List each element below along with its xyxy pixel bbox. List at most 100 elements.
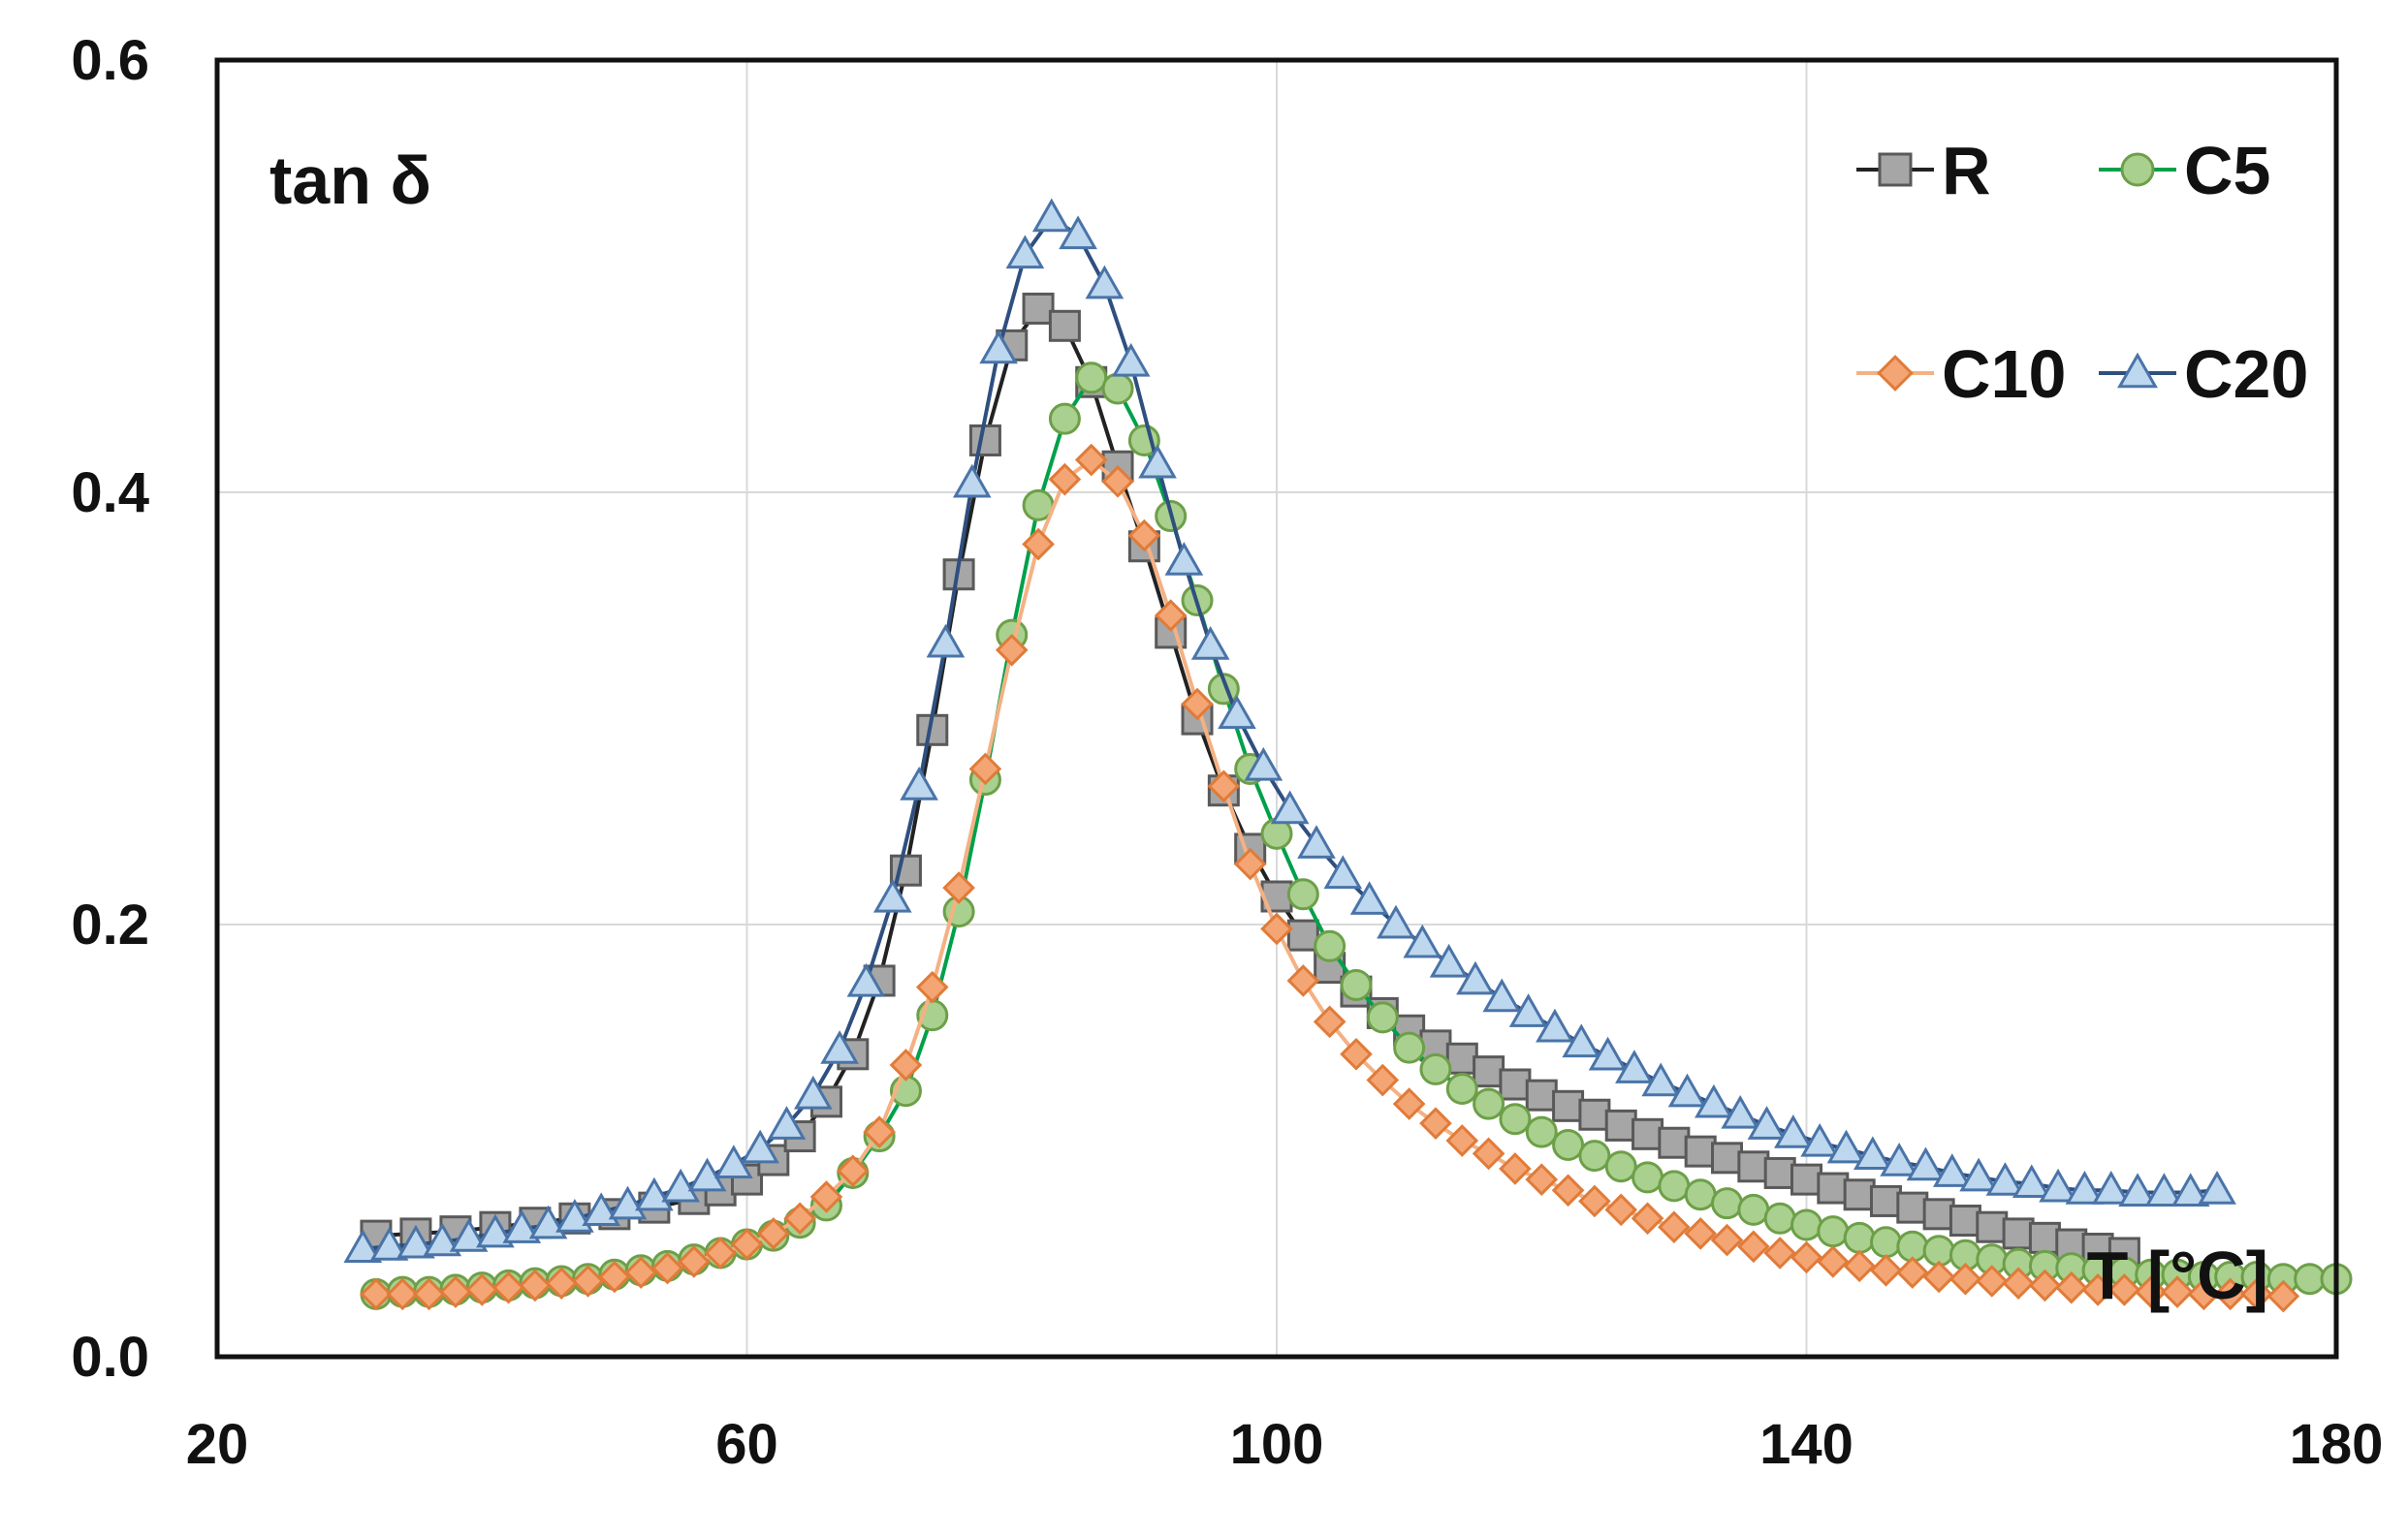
data-point-c20 xyxy=(1190,626,1230,660)
y-axis-label: tan δ xyxy=(269,142,431,218)
data-point-c20 xyxy=(555,1199,594,1233)
data-point-c10 xyxy=(2213,1277,2247,1311)
data-point-c10 xyxy=(1392,1087,1426,1120)
data-point-c10 xyxy=(1419,1107,1452,1140)
data-point-c20 xyxy=(1615,1050,1654,1083)
data-point-c10 xyxy=(1843,1249,1876,1283)
data-point-r xyxy=(1445,1042,1478,1075)
data-point-c20 xyxy=(741,1129,779,1164)
data-point-c20 xyxy=(1508,993,1548,1027)
data-point-c20 xyxy=(2039,1168,2077,1203)
data-point-c10 xyxy=(1684,1217,1718,1250)
data-point-c5 xyxy=(1048,402,1081,435)
data-point-c20 xyxy=(1138,444,1177,479)
data-point-c10 xyxy=(915,970,949,1004)
data-point-c10 xyxy=(2187,1277,2221,1311)
data-point-c10 xyxy=(1286,964,1320,997)
data-point-c5 xyxy=(1684,1178,1717,1211)
data-point-c20 xyxy=(1667,1073,1707,1108)
data-point-c20 xyxy=(1932,1153,1972,1187)
data-point-c10 xyxy=(1763,1237,1796,1270)
data-point-c20 xyxy=(1349,881,1389,915)
data-point-c20 xyxy=(2144,1173,2184,1207)
data-point-c10 xyxy=(1658,1210,1691,1244)
data-point-c10 xyxy=(598,1260,631,1294)
data-point-c20 xyxy=(926,623,966,658)
legend-marker-c10 xyxy=(1877,355,1914,392)
data-point-c20 xyxy=(1164,542,1204,576)
data-point-r xyxy=(1473,1055,1505,1088)
data-point-c10 xyxy=(1817,1245,1850,1278)
data-point-c10 xyxy=(863,1115,896,1148)
data-point-c10 xyxy=(439,1275,472,1308)
data-point-r xyxy=(1711,1142,1744,1175)
data-point-r xyxy=(1048,309,1081,342)
data-point-c5 xyxy=(1419,1052,1452,1085)
data-point-c20 xyxy=(1244,746,1283,781)
data-point-r xyxy=(1552,1089,1585,1122)
data-point-c10 xyxy=(1260,912,1293,946)
series-c10 xyxy=(360,443,2300,1313)
data-point-c10 xyxy=(360,1277,393,1311)
data-point-c10 xyxy=(624,1256,658,1289)
data-point-c5 xyxy=(1552,1128,1585,1161)
data-point-c5 xyxy=(1393,1031,1426,1064)
data-point-c5 xyxy=(1817,1215,1850,1248)
data-point-c5 xyxy=(1632,1161,1664,1194)
data-point-c5 xyxy=(1843,1221,1876,1254)
data-point-c20 xyxy=(1323,855,1363,890)
data-point-c20 xyxy=(979,329,1018,364)
data-point-c10 xyxy=(1472,1137,1505,1171)
data-point-c5 xyxy=(1101,372,1134,405)
legend-item-r: R xyxy=(1856,133,1991,208)
data-point-c20 xyxy=(1456,960,1495,995)
data-point-c20 xyxy=(1270,790,1310,825)
data-point-c20 xyxy=(1536,1008,1574,1043)
data-point-c5 xyxy=(1340,968,1373,1001)
data-point-c10 xyxy=(1525,1163,1559,1196)
data-point-c20 xyxy=(582,1192,621,1227)
data-point-r xyxy=(1737,1150,1770,1183)
data-point-c5 xyxy=(1314,929,1347,962)
data-point-r xyxy=(1499,1068,1532,1101)
data-point-c20 xyxy=(1085,265,1125,299)
x-tick-label: 140 xyxy=(1759,1413,1854,1476)
data-point-c20 xyxy=(1906,1146,1946,1181)
x-tick-label: 60 xyxy=(715,1413,778,1476)
data-point-c10 xyxy=(1737,1230,1770,1264)
data-point-c10 xyxy=(1790,1240,1823,1274)
data-point-c5 xyxy=(1445,1072,1478,1105)
data-point-c10 xyxy=(1340,1037,1373,1071)
data-point-c10 xyxy=(1048,462,1082,496)
data-point-c20 xyxy=(1377,904,1415,939)
data-point-c20 xyxy=(1031,198,1071,233)
data-point-c10 xyxy=(1101,465,1134,498)
legend-marker-c20 xyxy=(2117,352,2158,389)
y-tick-label: 0.4 xyxy=(71,461,149,524)
data-point-c10 xyxy=(1499,1152,1532,1185)
data-point-c20 xyxy=(767,1106,807,1140)
data-point-c20 xyxy=(1429,943,1469,978)
data-point-c5 xyxy=(1790,1208,1822,1241)
legend-item-c20: C20 xyxy=(2099,336,2308,412)
data-point-c20 xyxy=(1403,924,1442,958)
data-point-c20 xyxy=(1985,1162,2025,1196)
data-point-c20 xyxy=(396,1224,435,1259)
data-point-c10 xyxy=(1154,599,1188,632)
data-point-r xyxy=(1976,1210,2009,1243)
data-point-c20 xyxy=(820,1030,859,1064)
x-tick-label: 20 xyxy=(186,1413,249,1476)
data-point-c20 xyxy=(1853,1136,1892,1171)
data-point-c20 xyxy=(1562,1023,1601,1058)
data-point-c10 xyxy=(809,1180,843,1213)
data-point-c10 xyxy=(2054,1270,2088,1304)
data-point-c10 xyxy=(412,1277,446,1311)
data-point-c10 xyxy=(2107,1273,2141,1306)
data-point-r xyxy=(1922,1198,1955,1231)
data-point-c20 xyxy=(1959,1157,1998,1192)
legend-marker-c5 xyxy=(2120,152,2155,187)
data-point-c5 xyxy=(1075,361,1108,394)
data-point-c20 xyxy=(900,767,938,800)
